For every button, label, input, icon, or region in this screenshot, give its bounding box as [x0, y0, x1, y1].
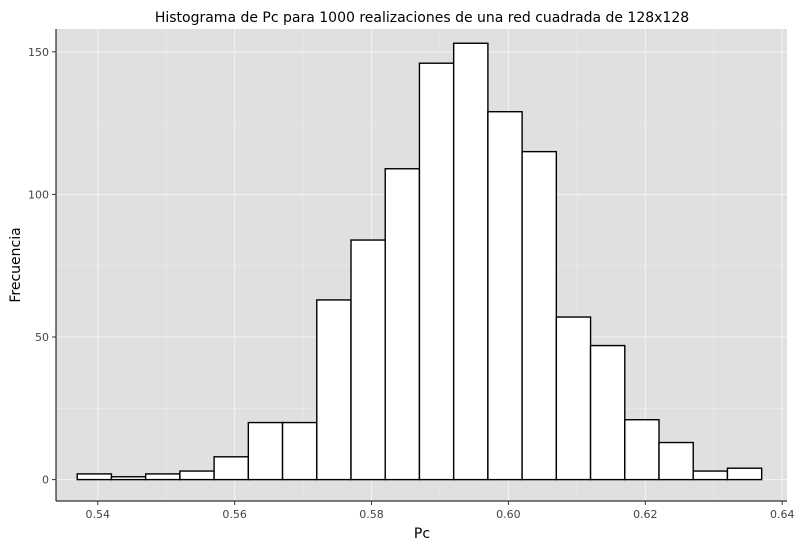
histogram-bar: [76, 473, 113, 481]
histogram-bar: [658, 441, 694, 481]
histogram-bar: [281, 421, 318, 481]
histogram-bar: [487, 111, 523, 481]
histogram-bar: [589, 344, 626, 481]
y-axis-label: Frecuencia: [8, 227, 24, 302]
histogram-bar: [213, 456, 250, 481]
histogram-bar: [555, 316, 592, 481]
histogram-bar: [692, 470, 729, 481]
y-ticks-layer: 0 50 100 150: [28, 46, 56, 487]
histogram-bar: [247, 421, 284, 481]
y-tick-label: 100: [28, 188, 49, 201]
histogram-bar: [726, 467, 763, 481]
x-axis-label: Pc: [414, 526, 430, 542]
histogram-bar: [179, 470, 215, 481]
x-tick-label: 0.60: [496, 508, 521, 521]
y-tick-label: 150: [28, 46, 49, 59]
histogram-bar: [110, 476, 147, 481]
histogram-bar: [384, 168, 421, 481]
bars-layer: [76, 42, 763, 481]
histogram-bar: [452, 42, 489, 481]
x-tick-label: 0.56: [222, 508, 247, 521]
y-tick-label: 50: [35, 331, 49, 344]
histogram-bar: [418, 62, 455, 481]
x-tick-label: 0.64: [770, 508, 795, 521]
x-tick-label: 0.58: [359, 508, 384, 521]
histogram-bar: [144, 473, 181, 481]
histogram-bar: [521, 150, 558, 481]
histogram-bar: [624, 419, 660, 481]
y-tick-label: 0: [42, 474, 49, 487]
chart-title: Histograma de Pc para 1000 realizaciones…: [155, 10, 689, 26]
histogram-bar: [350, 239, 386, 481]
histogram-bar: [316, 299, 352, 481]
x-tick-label: 0.62: [633, 508, 658, 521]
x-ticks-layer: 0.54 0.56 0.58 0.60 0.62 0.64: [86, 501, 795, 521]
x-tick-label: 0.54: [86, 508, 111, 521]
